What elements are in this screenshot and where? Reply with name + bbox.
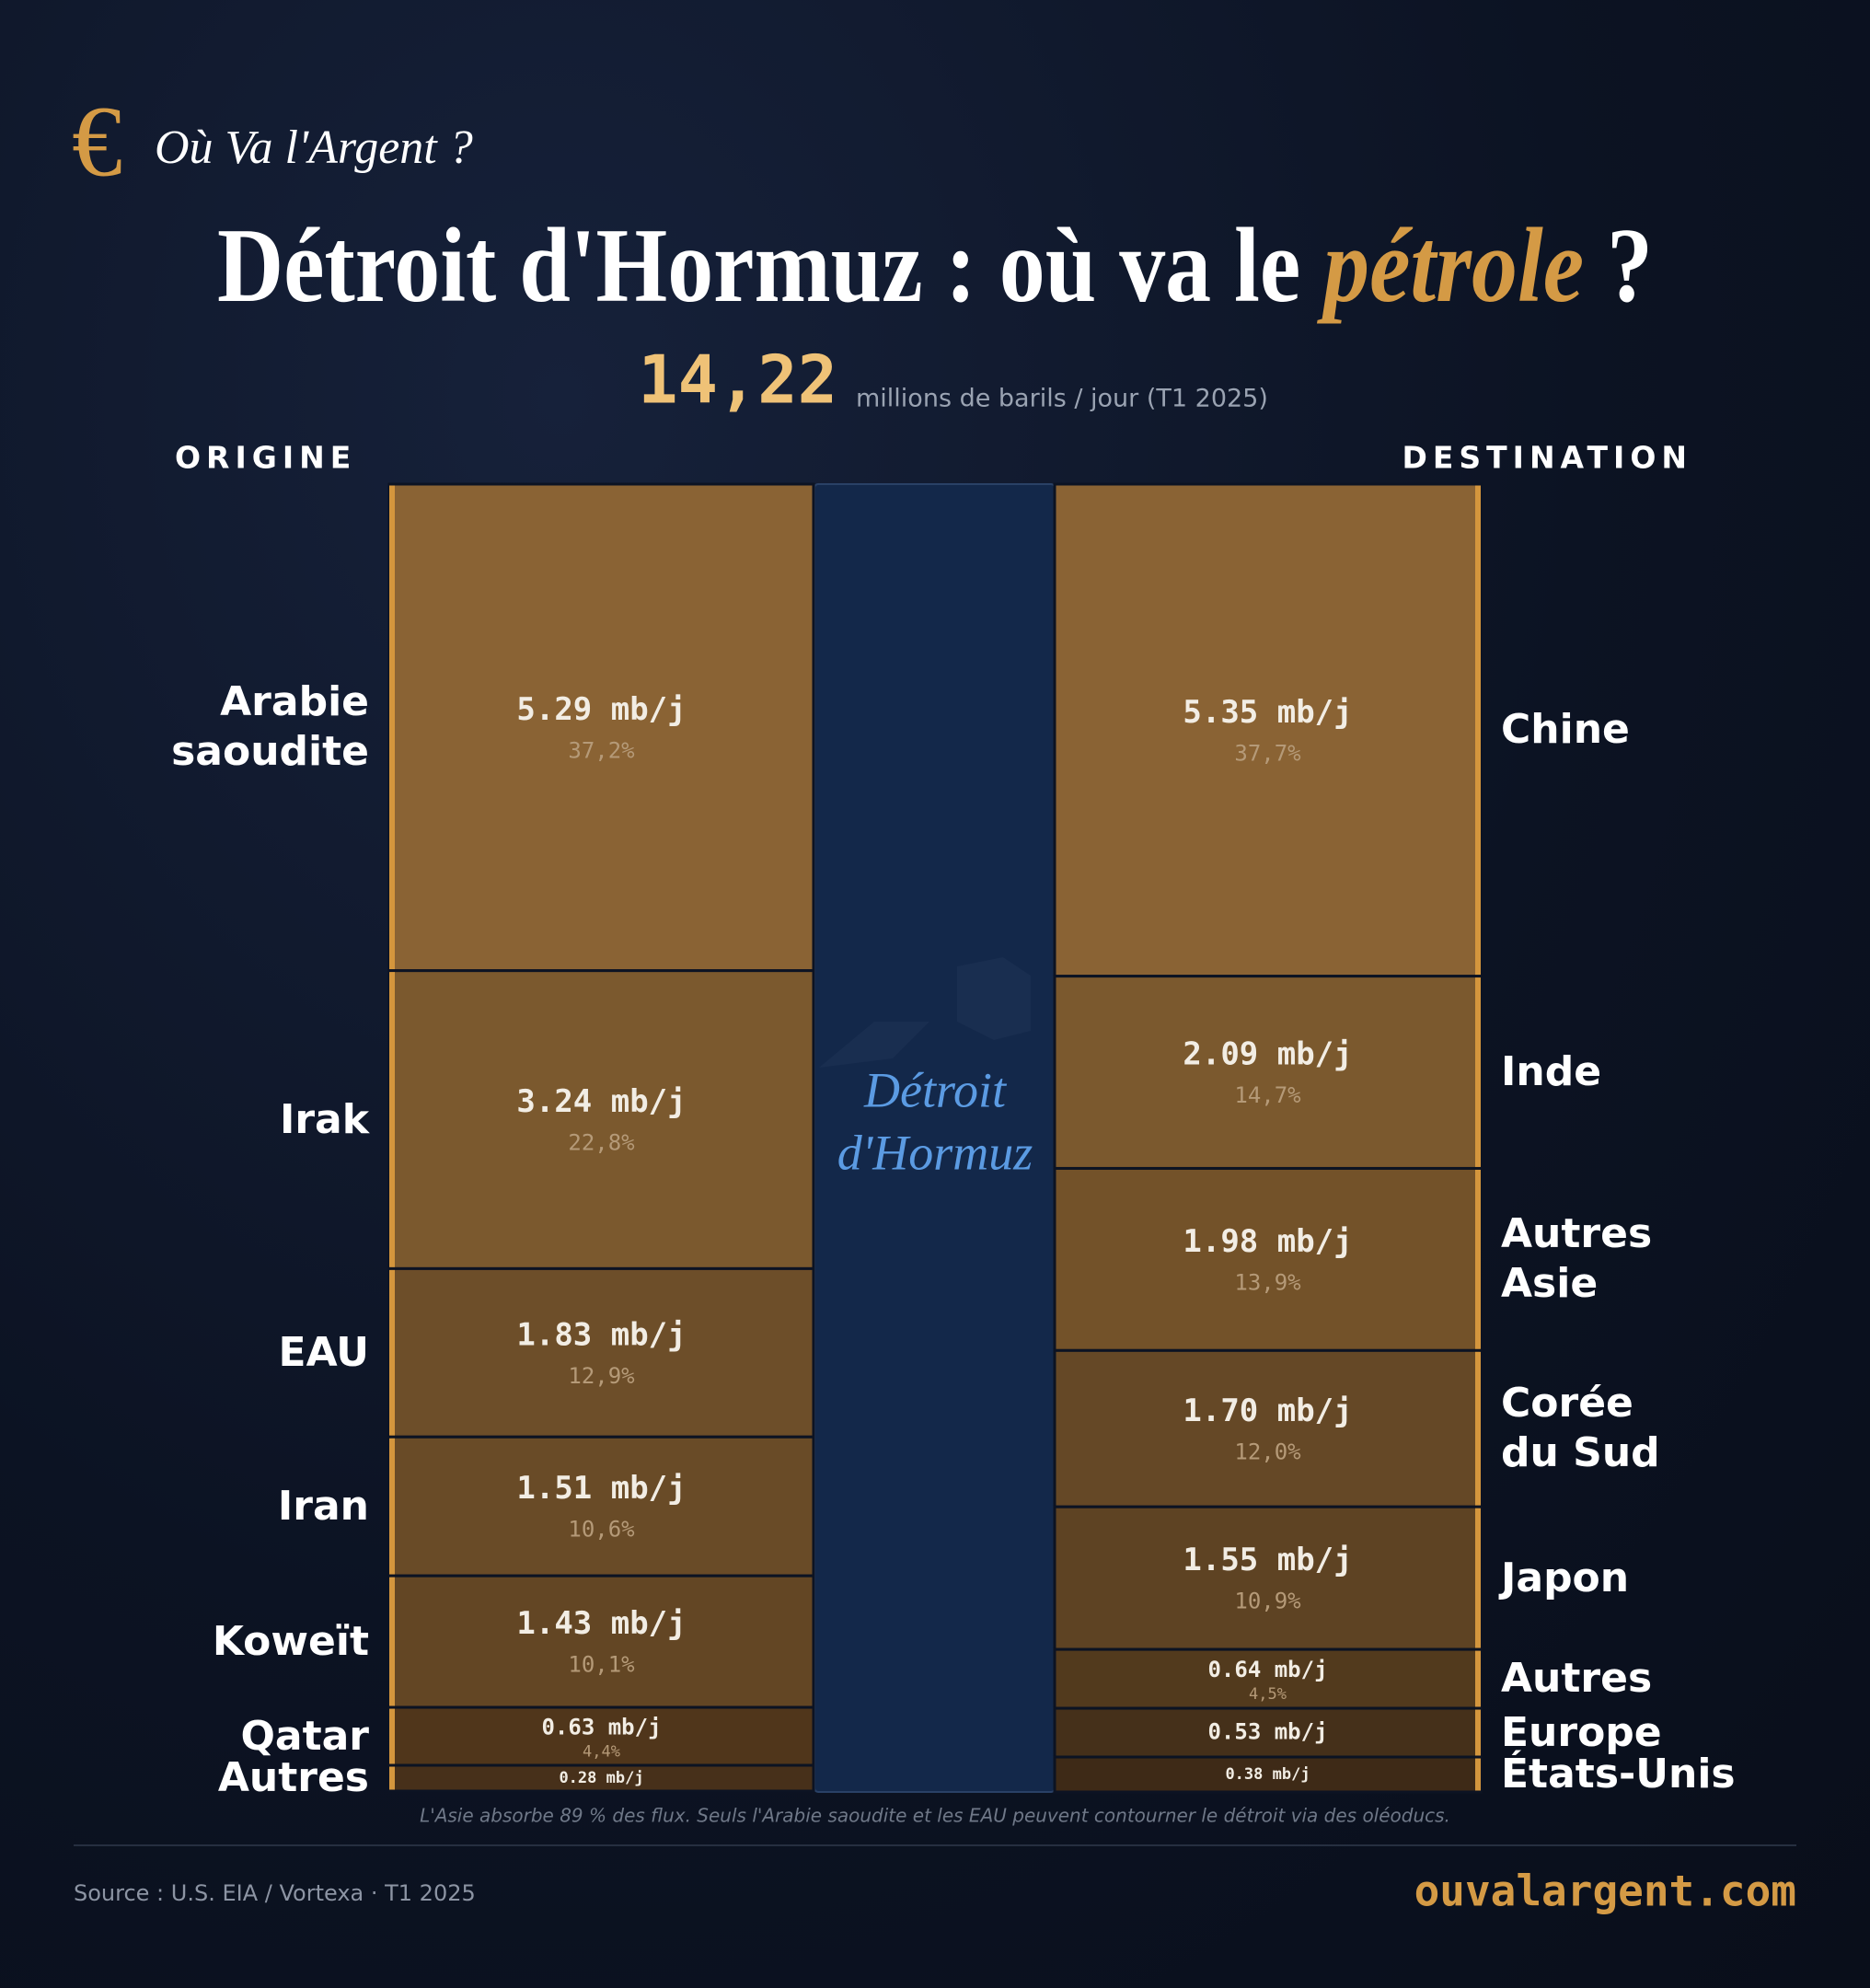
left-label: Qatar: [240, 1712, 369, 1760]
flow-segment: [387, 969, 815, 1270]
segment-edge: [1475, 1508, 1481, 1648]
segment-edge: [389, 485, 395, 970]
percent-label: 37,7%: [1234, 740, 1301, 766]
strait-shape: [819, 957, 1031, 1068]
right-label: Inde: [1501, 1048, 1602, 1096]
strait-label: Détroit: [863, 1062, 1008, 1117]
percent-label: 10,1%: [568, 1652, 635, 1678]
percent-label: 37,2%: [568, 737, 635, 763]
origin-header: ORIGINE: [175, 440, 356, 476]
segment-edge: [1475, 1169, 1481, 1349]
value-label: 5.35 mb/j: [1183, 694, 1352, 731]
segment-edge: [1475, 1650, 1481, 1707]
segment-edge: [1475, 485, 1481, 976]
value-label: 1.55 mb/j: [1183, 1542, 1352, 1578]
percent-label: 4,4%: [583, 1743, 620, 1762]
right-label: Europe: [1501, 1708, 1662, 1756]
right-label: Chine: [1501, 706, 1630, 754]
value-label: 0.64 mb/j: [1207, 1657, 1327, 1682]
left-label: Autres: [217, 1754, 369, 1801]
segment-edge: [389, 1577, 395, 1706]
left-label: Koweït: [212, 1617, 369, 1665]
value-label: 1.70 mb/j: [1183, 1393, 1352, 1429]
title-highlight: pétrole: [1316, 207, 1584, 325]
destination-header: DESTINATION: [1402, 440, 1692, 476]
flow-segment: [1053, 1706, 1483, 1759]
segment-edge: [389, 1766, 395, 1790]
brand-symbol: €: [72, 85, 122, 197]
flow-segment: [387, 1435, 815, 1578]
flow-segment: [387, 1266, 815, 1439]
flow-segment: [1053, 1166, 1483, 1352]
flow-segment: [1053, 1348, 1483, 1508]
segment-edge: [389, 1269, 395, 1436]
note: L'Asie absorbe 89 % des flux. Seuls l'Ar…: [420, 1805, 1450, 1827]
left-label: EAU: [278, 1328, 369, 1376]
value-label: 2.09 mb/j: [1183, 1036, 1352, 1073]
percent-label: 13,9%: [1234, 1269, 1301, 1295]
right-label: Corée du Sud: [1501, 1380, 1660, 1477]
source: Source : U.S. EIA / Vortexa · T1 2025: [74, 1880, 476, 1906]
value-label: 0.38 mb/j: [1225, 1765, 1310, 1784]
website: ouvalargent.com: [1414, 1867, 1796, 1916]
segment-edge: [1475, 1351, 1481, 1506]
percent-label: 10,9%: [1234, 1589, 1301, 1614]
value-label: 1.83 mb/j: [516, 1316, 686, 1353]
value-label: 1.51 mb/j: [516, 1470, 686, 1507]
chart-title: Détroit d'Hormuz : où va le pétrole ?: [217, 207, 1653, 325]
percent-label: 10,6%: [568, 1517, 635, 1543]
total-unit: millions de barils / jour (T1 2025): [856, 385, 1268, 413]
segment-edge: [1475, 1709, 1481, 1756]
brand: Où Va l'Argent ?: [155, 121, 473, 174]
title-main: Détroit d'Hormuz : où va le: [217, 207, 1300, 325]
flow-segment: [1053, 1755, 1483, 1794]
segment-edge: [389, 972, 395, 1267]
title-end: ?: [1584, 207, 1653, 325]
value-label: 0.28 mb/j: [559, 1769, 643, 1787]
flow-segment: [387, 482, 815, 973]
value-label: 3.24 mb/j: [516, 1083, 686, 1120]
left-label: Iran: [277, 1482, 369, 1530]
percent-label: 4,5%: [1249, 1685, 1287, 1704]
right-label: États-Unis: [1501, 1751, 1736, 1797]
segment-edge: [1475, 1758, 1481, 1791]
value-label: 1.43 mb/j: [516, 1605, 686, 1642]
total: 14,22: [638, 341, 837, 419]
flow-segment: [387, 1574, 815, 1709]
percent-label: 12,9%: [568, 1363, 635, 1389]
strait-label: d'Hormuz: [837, 1125, 1033, 1180]
flow-segment: [1053, 975, 1483, 1170]
right-label: Autres: [1501, 1655, 1653, 1703]
value-label: 0.63 mb/j: [541, 1715, 661, 1740]
segment-edge: [389, 1438, 395, 1575]
segment-edge: [1475, 977, 1481, 1167]
percent-label: 22,8%: [568, 1130, 635, 1156]
segment-edge: [389, 1708, 395, 1764]
percent-label: 14,7%: [1234, 1082, 1301, 1108]
percent-label: 12,0%: [1234, 1439, 1301, 1464]
left-label: Irak: [279, 1095, 369, 1143]
left-label: Arabie saoudite: [171, 678, 369, 776]
flow-segment: [1053, 1647, 1483, 1710]
right-label: Japon: [1501, 1554, 1630, 1601]
flow-segment: [1053, 1505, 1483, 1651]
value-label: 5.29 mb/j: [516, 691, 686, 728]
right-label: Autres Asie: [1501, 1210, 1653, 1308]
value-label: 1.98 mb/j: [1183, 1223, 1352, 1260]
value-label: 0.53 mb/j: [1207, 1719, 1327, 1745]
